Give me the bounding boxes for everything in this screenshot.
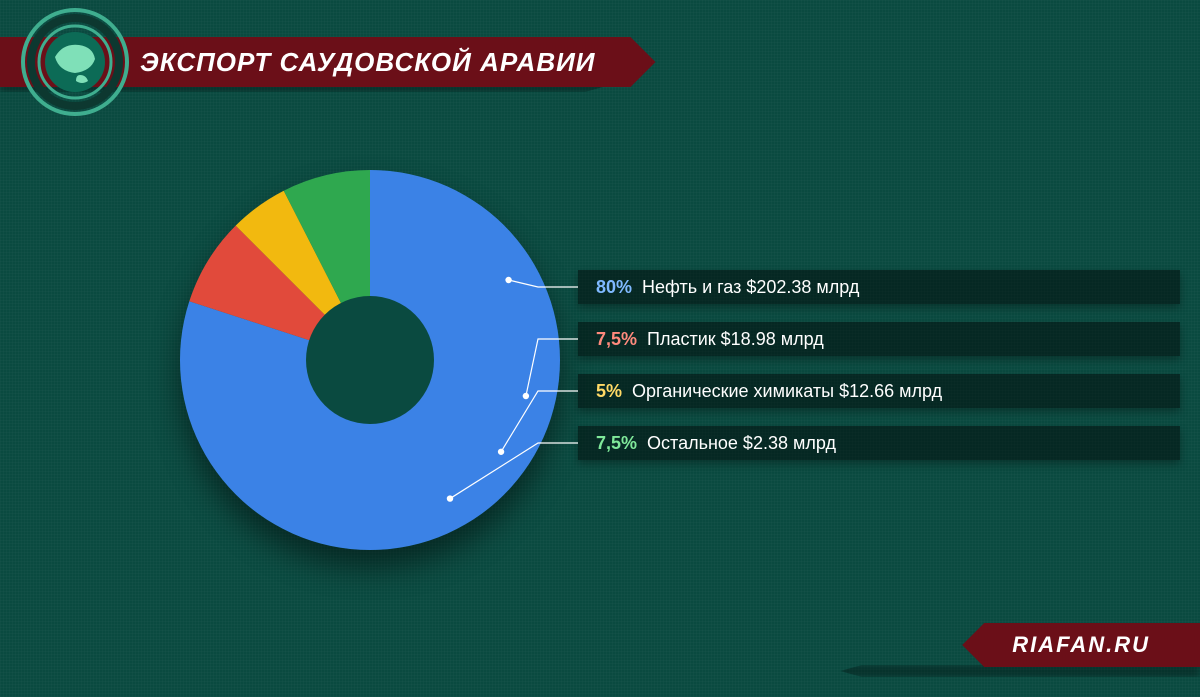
legend-percent: 7,5% bbox=[596, 329, 637, 350]
logo bbox=[20, 7, 130, 117]
footer-text: RIAFAN.RU bbox=[1012, 632, 1150, 658]
legend-label: Пластик $18.98 млрд bbox=[647, 329, 824, 350]
legend-bar: 7,5% Остальное $2.38 млрд bbox=[578, 426, 1180, 460]
donut-chart bbox=[180, 170, 560, 550]
legend-row-chemicals: 5% Органические химикаты $12.66 млрд bbox=[560, 368, 1180, 414]
legend-bar: 80% Нефть и газ $202.38 млрд bbox=[578, 270, 1180, 304]
page-title: ЭКСПОРТ САУДОВСКОЙ АРАВИИ bbox=[140, 47, 596, 78]
donut-hole bbox=[306, 296, 434, 424]
footer-banner: RIAFAN.RU bbox=[962, 623, 1200, 667]
legend-percent: 80% bbox=[596, 277, 632, 298]
legend-percent: 5% bbox=[596, 381, 622, 402]
legend-row-oil_gas: 80% Нефть и газ $202.38 млрд bbox=[560, 264, 1180, 310]
legend-label: Органические химикаты $12.66 млрд bbox=[632, 381, 942, 402]
legend-row-other: 7,5% Остальное $2.38 млрд bbox=[560, 420, 1180, 466]
legend-label: Нефть и газ $202.38 млрд bbox=[642, 277, 859, 298]
legend-label: Остальное $2.38 млрд bbox=[647, 433, 836, 454]
header: ЭКСПОРТ САУДОВСКОЙ АРАВИИ bbox=[0, 26, 656, 98]
legend-bar: 5% Органические химикаты $12.66 млрд bbox=[578, 374, 1180, 408]
legend-bar: 7,5% Пластик $18.98 млрд bbox=[578, 322, 1180, 356]
legend-row-plastic: 7,5% Пластик $18.98 млрд bbox=[560, 316, 1180, 362]
legend-percent: 7,5% bbox=[596, 433, 637, 454]
legend: 80% Нефть и газ $202.38 млрд 7,5% Пластик $… bbox=[560, 264, 1180, 472]
globe-logo-icon bbox=[20, 7, 130, 117]
